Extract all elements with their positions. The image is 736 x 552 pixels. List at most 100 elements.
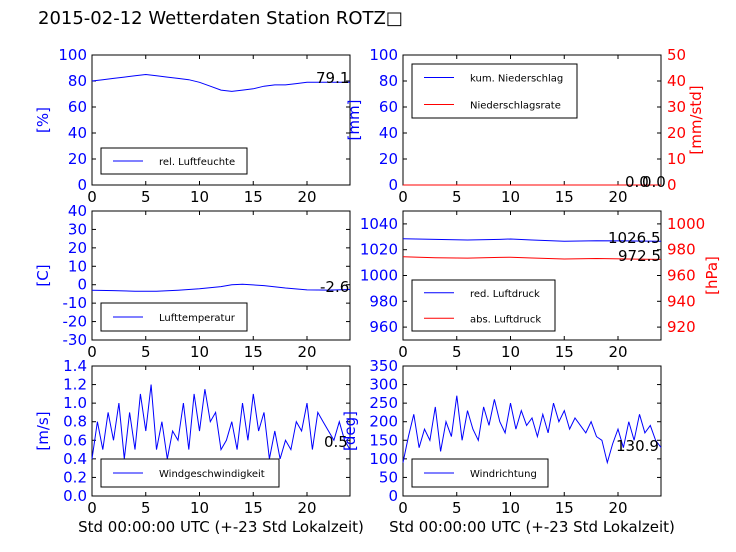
- last-value-label: 0.0: [642, 173, 666, 191]
- series-line-abs--luftdruck: [402, 256, 662, 260]
- y-tick-label: 0: [77, 276, 87, 294]
- y-tick-label: 60: [68, 98, 87, 116]
- y2-tick-label: 20: [667, 124, 686, 142]
- y-tick-label: 40: [68, 202, 87, 220]
- last-value-label: 0.0: [625, 173, 649, 191]
- y-tick-label: 0: [388, 176, 398, 194]
- y-tick-label: 100: [369, 450, 398, 468]
- x-tick-label: 15: [555, 343, 574, 361]
- y-tick-label: 40: [379, 124, 398, 142]
- last-value-label: -2.6: [320, 278, 349, 296]
- x-tick-label: 15: [555, 499, 574, 517]
- legend-box: [411, 279, 556, 332]
- last-value-label: 1026.5: [608, 229, 661, 247]
- x-tick-label: 10: [190, 343, 209, 361]
- last-value-label: 130.9: [616, 437, 659, 455]
- y-tick-label: 0: [77, 176, 87, 194]
- y-tick-label: 1.2: [63, 376, 87, 394]
- x-tick-label: 20: [608, 343, 627, 361]
- x-axis-label: Std 00:00:00 UTC (+-23 Std Lokalzeit): [389, 518, 675, 536]
- series-line-lufttemperatur: [91, 283, 351, 292]
- x-tick-label: 20: [297, 343, 316, 361]
- legend-box: [411, 63, 578, 119]
- y-tick-label: 960: [369, 318, 398, 336]
- x-tick-label: 5: [141, 188, 151, 206]
- y-tick-label: 60: [379, 98, 398, 116]
- legend-label: Windgeschwindigkeit: [159, 469, 265, 480]
- y-tick-label: 1040: [360, 215, 398, 233]
- y-tick-label: 0.8: [63, 413, 87, 431]
- x-tick-label: 10: [501, 343, 520, 361]
- y-tick-label: 0.0: [63, 487, 87, 505]
- x-tick-label: 10: [190, 188, 209, 206]
- y-tick-label: 100: [58, 46, 87, 64]
- y2-axis-label: [hPa]: [703, 256, 721, 295]
- x-tick-label: 15: [244, 188, 263, 206]
- series-line-red--luftdruck: [402, 238, 662, 242]
- x-tick-label: 10: [501, 499, 520, 517]
- y-tick-label: 300: [369, 376, 398, 394]
- y-tick-label: 250: [369, 394, 398, 412]
- last-value-label: 0.5: [324, 433, 348, 451]
- x-tick-label: 0: [398, 343, 408, 361]
- x-tick-label: 0: [87, 343, 97, 361]
- y-tick-label: 80: [68, 72, 87, 90]
- x-tick-label: 0: [87, 188, 97, 206]
- x-tick-label: 10: [501, 188, 520, 206]
- legend-label: Windrichtung: [470, 469, 537, 480]
- y2-tick-label: 30: [667, 98, 686, 116]
- legend-label: red. Luftdruck: [470, 289, 540, 300]
- y-tick-label: -10: [63, 294, 88, 312]
- x-tick-label: 0: [398, 188, 408, 206]
- y2-tick-label: 940: [667, 292, 696, 310]
- page-title: 2015-02-12 Wetterdaten Station ROTZ□: [38, 8, 403, 29]
- x-tick-label: 5: [452, 499, 462, 517]
- y-tick-label: 0: [388, 487, 398, 505]
- y-tick-label: 1.4: [63, 357, 87, 375]
- y-axis-label: [mm]: [345, 100, 363, 141]
- y2-tick-label: 980: [667, 241, 696, 259]
- y2-axis-label: [mm/std]: [687, 85, 705, 154]
- y2-tick-label: 40: [667, 72, 686, 90]
- series-line-windrichtung: [402, 395, 662, 465]
- y-tick-label: 20: [379, 150, 398, 168]
- y-axis-label: [C]: [34, 264, 52, 286]
- x-tick-label: 20: [608, 188, 627, 206]
- x-tick-label: 20: [297, 188, 316, 206]
- x-tick-label: 20: [608, 499, 627, 517]
- y2-tick-label: 50: [667, 46, 686, 64]
- y-tick-label: 1.0: [63, 394, 87, 412]
- x-tick-label: 20: [297, 499, 316, 517]
- y-axis-label: [deg]: [341, 411, 359, 451]
- y-tick-label: 0.6: [63, 431, 87, 449]
- y-tick-label: -30: [63, 331, 88, 349]
- last-value-label: 972.5: [618, 247, 661, 265]
- y-axis-label: [%]: [34, 107, 52, 133]
- y-tick-label: 200: [369, 413, 398, 431]
- y-tick-label: 80: [379, 72, 398, 90]
- last-value-label: 79.1: [316, 69, 349, 87]
- y-tick-label: 40: [68, 124, 87, 142]
- y2-tick-label: 920: [667, 318, 696, 336]
- x-tick-label: 0: [398, 499, 408, 517]
- x-tick-label: 15: [244, 343, 263, 361]
- y-tick-label: 1020: [360, 241, 398, 259]
- y2-tick-label: 1000: [667, 215, 705, 233]
- legend-label: rel. Luftfeuchte: [159, 157, 235, 168]
- x-axis-label: Std 00:00:00 UTC (+-23 Std Lokalzeit): [78, 518, 364, 536]
- y-tick-label: 20: [68, 239, 87, 257]
- x-tick-label: 15: [555, 188, 574, 206]
- y-tick-label: 150: [369, 431, 398, 449]
- series-line-rel--luftfeuchte: [91, 73, 351, 92]
- x-tick-label: 5: [452, 188, 462, 206]
- legend-label: kum. Niederschlag: [470, 74, 563, 85]
- x-tick-label: 5: [141, 343, 151, 361]
- y-tick-label: 0.2: [63, 468, 87, 486]
- y-tick-label: 0.4: [63, 450, 87, 468]
- x-tick-label: 5: [452, 343, 462, 361]
- x-tick-label: 0: [87, 499, 97, 517]
- y-tick-label: 50: [379, 468, 398, 486]
- x-tick-label: 15: [244, 499, 263, 517]
